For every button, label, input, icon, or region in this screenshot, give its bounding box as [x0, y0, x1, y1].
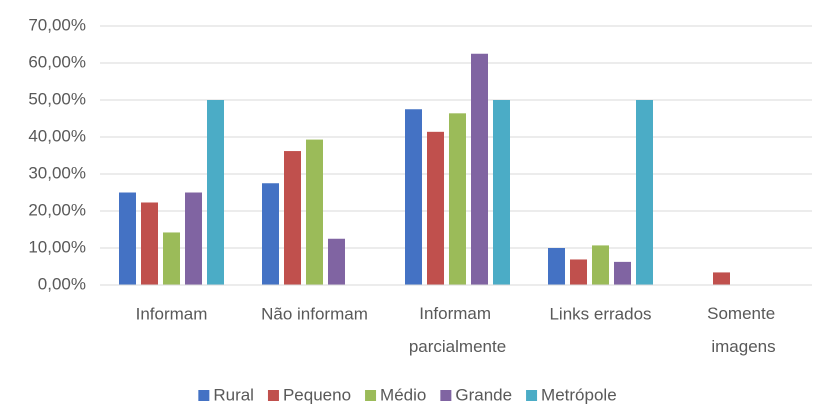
bar — [163, 232, 180, 285]
x-tick-label: Informam — [136, 304, 208, 323]
y-tick-label: 0,00% — [38, 274, 86, 293]
x-tick-label: Links errados — [549, 304, 651, 323]
bar — [713, 272, 730, 285]
y-tick-label: 60,00% — [28, 52, 86, 71]
x-tick-label-line: Somente — [707, 304, 780, 323]
y-tick-label: 20,00% — [28, 200, 86, 219]
legend: Rural Pequeno Médio Grande Metrópole — [198, 385, 617, 404]
x-tick-label-line: imagens — [711, 337, 775, 356]
y-tick-label: 50,00% — [28, 89, 86, 108]
legend-swatch — [198, 390, 210, 401]
bar — [141, 202, 158, 285]
bar — [262, 183, 279, 285]
bar — [570, 259, 587, 285]
y-tick-label: 40,00% — [28, 126, 86, 145]
x-tick-label: Informam parcialmente — [409, 304, 506, 356]
x-tick-label-line: parcialmente — [409, 337, 506, 356]
legend-label: Rural — [213, 385, 254, 404]
bar — [306, 139, 323, 285]
bar — [119, 192, 136, 285]
bar — [449, 113, 466, 285]
bar — [548, 248, 565, 285]
legend-label: Grande — [455, 385, 512, 404]
x-tick-label-line: Informam — [419, 304, 496, 323]
legend-label: Médio — [380, 385, 426, 404]
bar — [592, 245, 609, 285]
bar — [493, 100, 510, 285]
bar — [207, 100, 224, 285]
legend-swatch — [267, 390, 279, 401]
legend-swatch — [365, 390, 377, 401]
y-tick-label: 30,00% — [28, 163, 86, 182]
y-tick-label: 10,00% — [28, 237, 86, 256]
x-tick-label: Somente imagens — [707, 304, 780, 356]
legend-swatch — [526, 390, 538, 401]
legend-label: Metrópole — [541, 385, 617, 404]
bar — [328, 238, 345, 285]
bar — [427, 131, 444, 285]
bar — [284, 151, 301, 285]
bar — [636, 100, 653, 285]
bar — [471, 53, 488, 285]
bar — [185, 192, 202, 285]
legend-label: Pequeno — [283, 385, 351, 404]
legend-swatch — [440, 390, 452, 401]
x-tick-label: Não informam — [261, 304, 368, 323]
bar — [405, 109, 422, 285]
y-tick-label: 70,00% — [28, 15, 86, 34]
bar — [614, 261, 631, 285]
